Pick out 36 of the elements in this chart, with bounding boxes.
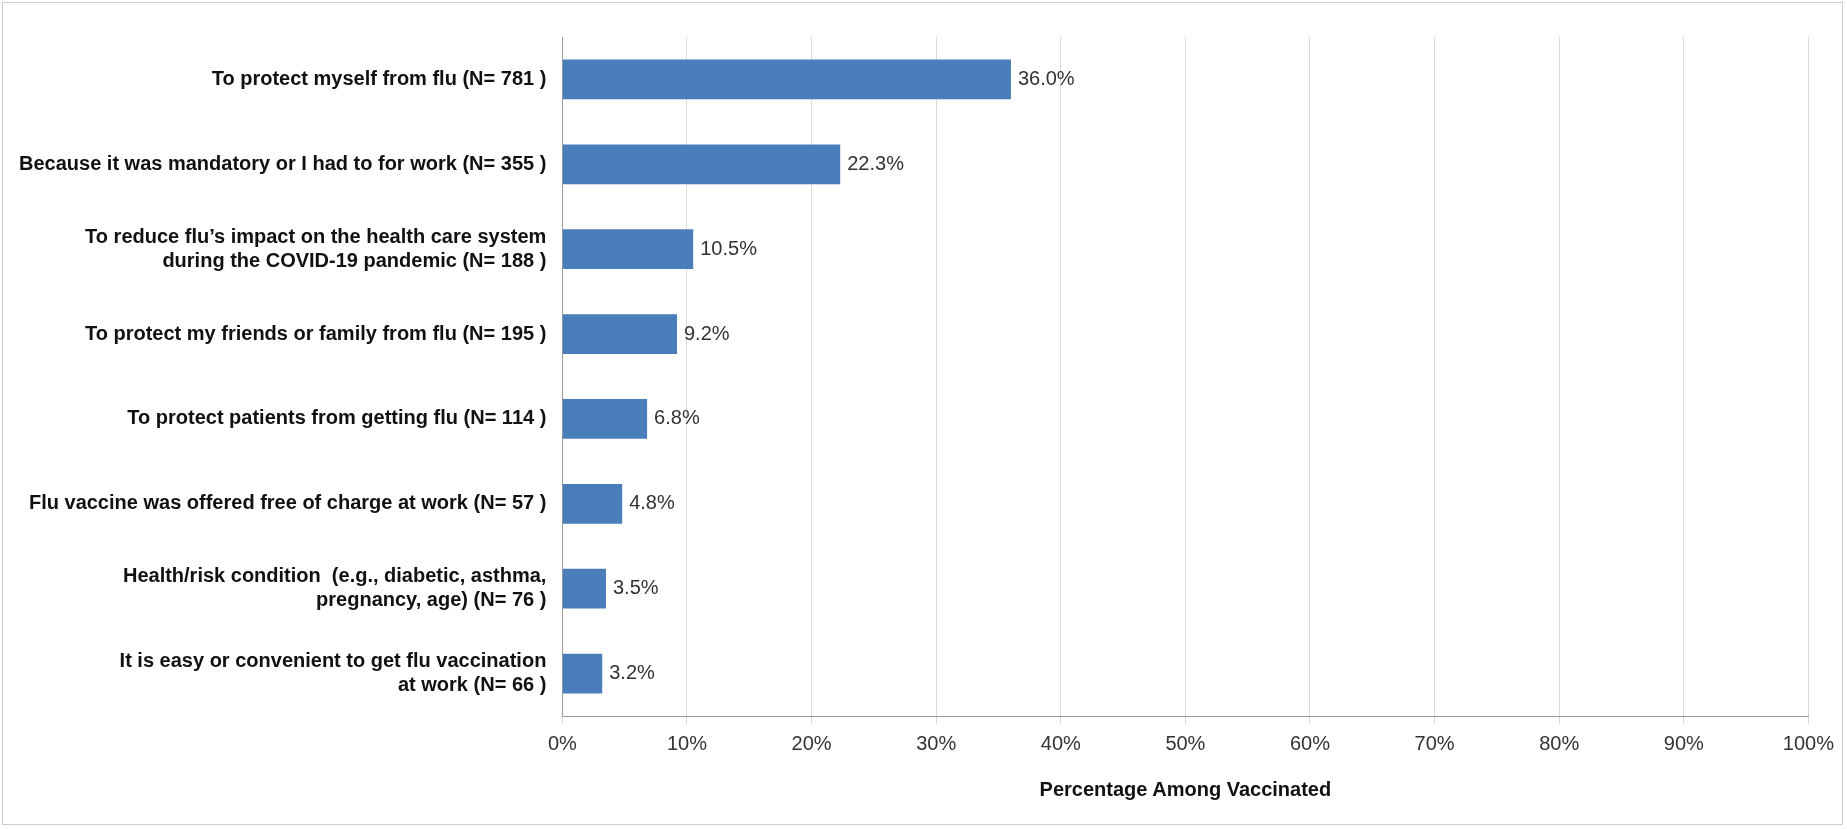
y-tick-label: To protect patients from getting flu (N= 114 ) xyxy=(127,406,547,429)
data-label: 3.2% xyxy=(609,661,656,684)
x-tick-label: 30% xyxy=(916,731,957,754)
bar xyxy=(562,399,648,439)
x-tick-label: 40% xyxy=(1040,731,1082,754)
data-label: 6.8% xyxy=(654,406,700,429)
bar xyxy=(562,568,606,609)
y-tick-label: Health/risk condition (e.g., diabetic, asthma, pregnancy, age) (N= 76 ) xyxy=(122,564,547,611)
x-tick-label: 10% xyxy=(666,731,708,754)
bar xyxy=(562,314,677,354)
y-tick-label: To protect my friends or family from flu (N= 195 ) xyxy=(84,321,547,344)
data-label: 36.0% xyxy=(1017,66,1075,89)
data-label: 22.3% xyxy=(847,151,905,174)
x-tick-label: 100% xyxy=(1782,731,1835,754)
data-label: 4.8% xyxy=(629,491,675,514)
bar xyxy=(562,59,1011,100)
y-tick-label: To protect myself from flu (N= 781 ) xyxy=(211,66,547,89)
bar xyxy=(562,144,841,185)
x-axis-title: Percentage Among Vaccinated xyxy=(1039,777,1332,800)
x-tick-label: 20% xyxy=(791,731,832,754)
y-tick-label: To reduce flu’s impact on the health care system during the COVID-19 pandemic (N= 188 ) xyxy=(85,224,547,271)
bar xyxy=(562,653,603,694)
x-tick-label: 90% xyxy=(1663,731,1705,754)
y-tick-label: Flu vaccine was offered free of charge at work (N= 57 ) xyxy=(28,491,547,514)
x-tick-label: 60% xyxy=(1289,731,1331,754)
y-tick-label: Because it was mandatory or I had to for work (N= 355 ) xyxy=(18,151,547,174)
data-label: 10.5% xyxy=(700,236,758,259)
data-label: 3.5% xyxy=(612,576,659,599)
bar xyxy=(562,483,623,524)
x-tick-label: 70% xyxy=(1414,731,1455,754)
x-tick-label: 50% xyxy=(1165,731,1206,754)
bar xyxy=(562,229,694,270)
y-tick-label: It is easy or convenient to get flu vaccination at work (N= 66 ) xyxy=(119,649,547,696)
data-label: 9.2% xyxy=(684,321,730,344)
x-tick-label: 0% xyxy=(547,731,578,754)
x-tick-label: 80% xyxy=(1539,731,1580,754)
